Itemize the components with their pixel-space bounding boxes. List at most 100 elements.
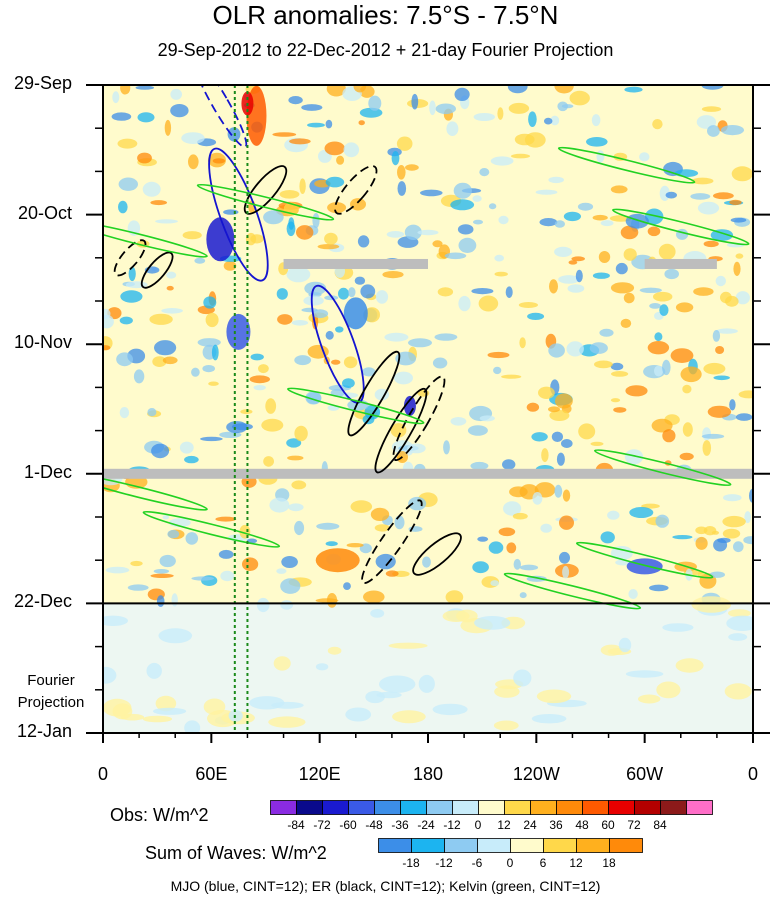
anomaly-blob	[457, 224, 474, 235]
anomaly-blob	[577, 202, 594, 211]
anomaly-blob	[350, 500, 373, 513]
anomaly-blob	[679, 452, 694, 461]
anomaly-blob	[291, 320, 309, 326]
anomaly-blob	[112, 91, 120, 104]
colorbar-box	[322, 800, 349, 815]
colorbar-box	[478, 800, 505, 815]
anomaly-blob	[395, 351, 417, 366]
projection-blob	[494, 685, 520, 698]
anomaly-blob	[620, 318, 632, 328]
projection-blob	[418, 674, 435, 693]
anomaly-blob	[287, 455, 304, 461]
anomaly-blob	[444, 252, 467, 260]
anomaly-blob	[191, 367, 200, 377]
anomaly-blob	[301, 307, 318, 313]
anomaly-blob	[161, 308, 183, 314]
anomaly-blob	[701, 85, 724, 90]
anomaly-blob	[680, 366, 702, 383]
anomaly-blob	[394, 515, 405, 530]
colorbar-label: -72	[313, 818, 331, 832]
anomaly-blob	[453, 182, 472, 199]
anomaly-blob	[258, 364, 269, 374]
anomaly-blob	[682, 422, 693, 437]
er-contour	[392, 375, 446, 462]
anomaly-blob	[315, 598, 339, 603]
anomaly-blob	[286, 266, 311, 283]
anomaly-blob	[153, 569, 170, 574]
kelvin-contour	[612, 208, 750, 246]
anomaly-blob	[374, 524, 390, 532]
colorbar-box	[378, 838, 412, 853]
anomaly-blob	[331, 359, 341, 365]
obs-colorbar-title: Obs: W/m^2	[110, 805, 209, 825]
anomaly-blob	[312, 309, 329, 319]
anomaly-blob	[133, 369, 145, 384]
anomaly-blob	[342, 378, 355, 388]
anomaly-blob	[289, 138, 311, 145]
anomaly-blob	[559, 551, 570, 564]
anomaly-blob	[358, 120, 365, 126]
anomaly-blob	[443, 440, 450, 455]
anomaly-blob	[628, 589, 638, 599]
anomaly-blob	[353, 85, 367, 93]
anomaly-blob	[723, 494, 742, 502]
anomaly-blob	[288, 96, 303, 105]
anomaly-blob	[103, 314, 114, 329]
anomaly-blob	[263, 456, 274, 467]
projection-blob	[268, 716, 306, 728]
anomaly-blob	[137, 152, 152, 164]
anomaly-blob	[103, 345, 111, 351]
anomaly-blob	[672, 535, 693, 540]
anomaly-blob	[662, 429, 676, 443]
anomaly-blob	[562, 565, 570, 579]
anomaly-blob	[477, 536, 489, 542]
y-tick-label: 20-Oct	[17, 202, 72, 223]
anomaly-blob	[549, 410, 570, 421]
anomaly-blob	[296, 225, 314, 240]
anomaly-blob	[539, 218, 558, 227]
anomaly-blob	[507, 85, 528, 94]
obs-colorbar	[270, 800, 713, 815]
anomaly-blob	[307, 122, 325, 128]
anomaly-blob	[188, 154, 199, 170]
anomaly-blob	[147, 408, 157, 417]
anomaly-blob	[554, 85, 574, 94]
anomaly-blob	[629, 507, 654, 518]
anomaly-blob	[467, 425, 488, 436]
colorbar-box	[510, 838, 544, 853]
missing-data-band	[644, 258, 717, 269]
anomaly-blob	[532, 492, 543, 505]
anomaly-blob	[549, 279, 558, 294]
projection-blob	[370, 609, 385, 618]
anomaly-blob	[488, 541, 504, 554]
anomaly-blob	[335, 326, 344, 333]
convection-feature	[206, 217, 235, 262]
anomaly-blob	[519, 564, 539, 571]
anomaly-blob	[458, 295, 471, 312]
anomaly-blob	[610, 546, 633, 561]
colorbar-box	[609, 838, 643, 853]
anomaly-blob	[156, 595, 165, 607]
projection-blob	[273, 656, 291, 671]
anomaly-blob	[743, 536, 753, 545]
x-tick-label: 0	[97, 764, 108, 784]
anomaly-blob	[276, 568, 287, 574]
colorbar-box	[556, 800, 583, 815]
anomaly-blob	[325, 541, 338, 547]
anomaly-blob	[513, 558, 521, 570]
anomaly-blob	[152, 356, 167, 367]
anomaly-blob	[508, 102, 530, 114]
chart-subtitle: 29-Sep-2012 to 22-Dec-2012 + 21-day Four…	[157, 40, 614, 60]
anomaly-blob	[171, 593, 178, 607]
kelvin-contour	[575, 541, 714, 579]
anomaly-blob	[653, 291, 673, 302]
anomaly-blob	[548, 343, 565, 358]
anomaly-blob	[281, 556, 298, 568]
colorbar-label: -24	[417, 818, 435, 832]
anomaly-blob	[592, 214, 608, 221]
colorbar-box	[426, 800, 453, 815]
colorbar-label: -12	[435, 856, 453, 870]
anomaly-blob	[641, 503, 660, 509]
anomaly-blob	[479, 168, 490, 177]
anomaly-blob	[558, 275, 580, 284]
